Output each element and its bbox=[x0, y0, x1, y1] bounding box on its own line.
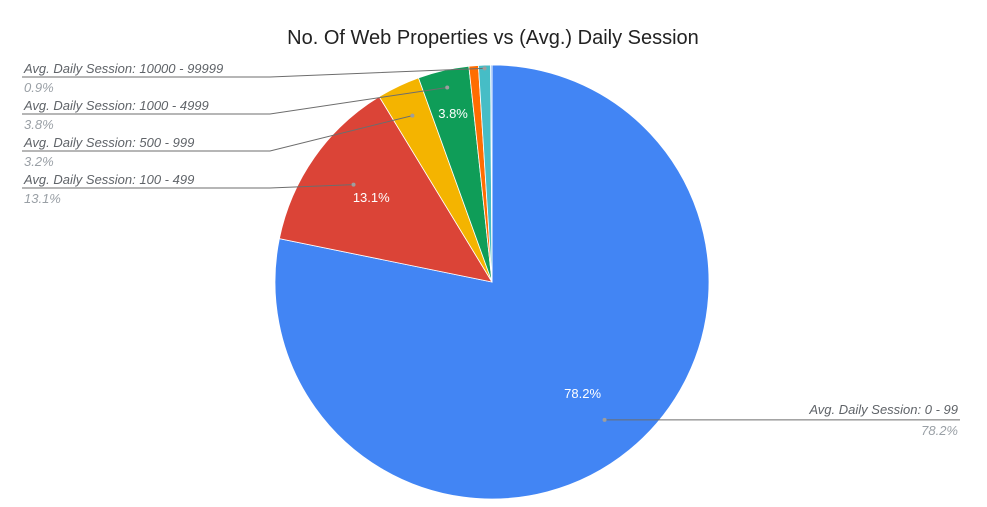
callout-label-avg-daily-session-0-99: Avg. Daily Session: 0 - 99 bbox=[808, 402, 958, 417]
callout-label-avg-daily-session-10000-99999: Avg. Daily Session: 10000 - 99999 bbox=[23, 61, 223, 76]
callout-line-avg-daily-session-10000-99999 bbox=[22, 67, 485, 78]
callout-line-avg-daily-session-100-499 bbox=[22, 184, 354, 189]
callout-dot-avg-daily-session-100-499 bbox=[351, 182, 356, 187]
slice-pct-label-avg-daily-session-100-499: 13.1% bbox=[353, 190, 390, 205]
chart-title: No. Of Web Properties vs (Avg.) Daily Se… bbox=[287, 27, 699, 49]
slice-pct-label-avg-daily-session-0-99: 78.2% bbox=[564, 386, 601, 401]
pie-slices: 78.2% 13.1% 3.8% bbox=[274, 64, 710, 500]
slice-pct-label-avg-daily-session-1000-4999: 3.8% bbox=[438, 106, 468, 121]
callout-dot-avg-daily-session-10000-99999 bbox=[482, 66, 487, 71]
callout-pct-avg-daily-session-500-999: 3.2% bbox=[24, 154, 54, 169]
callout-pct-avg-daily-session-10000-99999: 0.9% bbox=[24, 80, 54, 95]
callout-label-avg-daily-session-1000-4999: Avg. Daily Session: 1000 - 4999 bbox=[23, 98, 209, 113]
callout-dot-avg-daily-session-500-999 bbox=[410, 113, 415, 118]
callout-pct-avg-daily-session-0-99: 78.2% bbox=[921, 423, 958, 438]
callout-label-avg-daily-session-100-499: Avg. Daily Session: 100 - 499 bbox=[23, 172, 194, 187]
pie-slice-avg-daily-session-100-499 bbox=[278, 96, 493, 283]
callout-dot-avg-daily-session-1000-4999 bbox=[445, 85, 450, 90]
callout-pct-avg-daily-session-1000-4999: 3.8% bbox=[24, 117, 54, 132]
callout-line-avg-daily-session-500-999 bbox=[22, 115, 413, 152]
pie-callouts: Avg. Daily Session: 10000 - 99999 0.9% Avg… bbox=[22, 61, 960, 438]
pie-slice-slice-6 bbox=[490, 64, 493, 283]
callout-line-avg-daily-session-1000-4999 bbox=[22, 86, 448, 115]
callout-label-avg-daily-session-500-999: Avg. Daily Session: 500 - 999 bbox=[23, 135, 194, 150]
callout-pct-avg-daily-session-100-499: 13.1% bbox=[24, 191, 61, 206]
callout-dot-avg-daily-session-0-99 bbox=[602, 417, 607, 422]
